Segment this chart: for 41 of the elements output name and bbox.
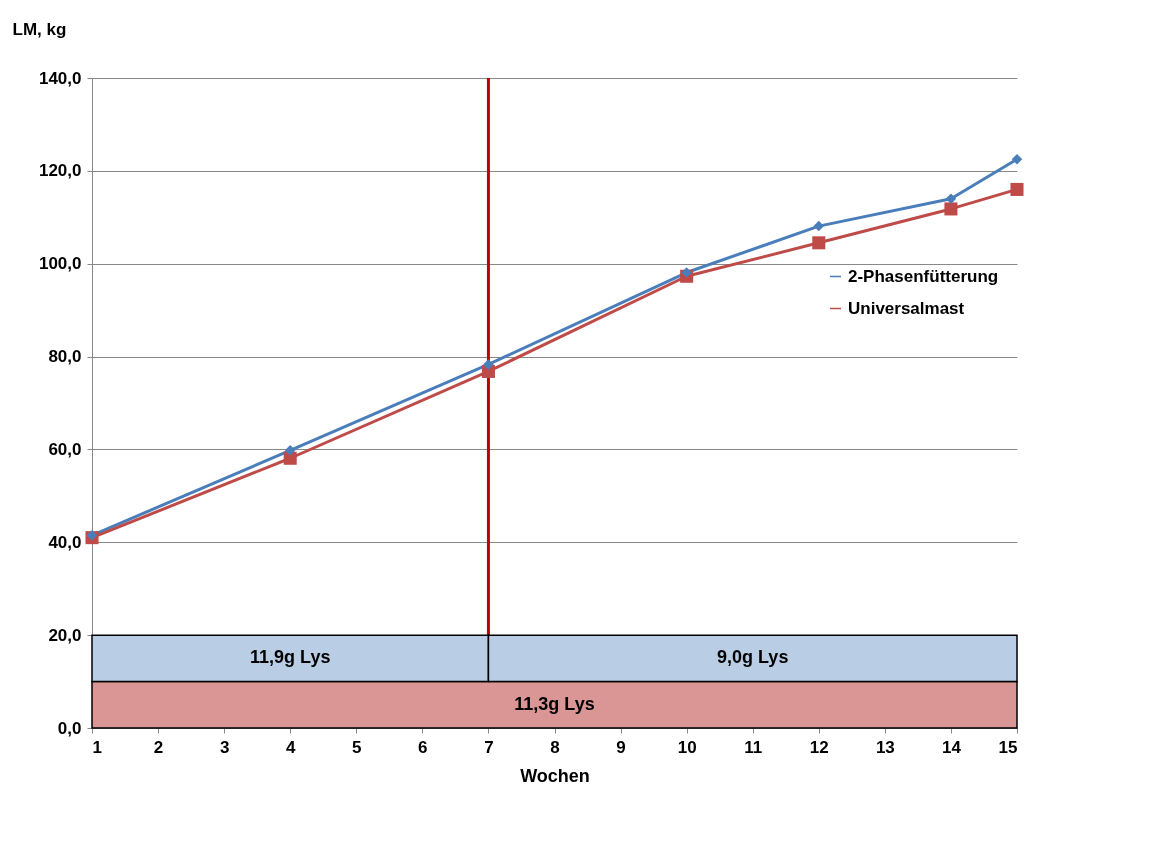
x-tick-label: 9 bbox=[616, 737, 626, 757]
x-tick-label: 8 bbox=[550, 737, 560, 757]
legend-label: 2-Phasenfütterung bbox=[848, 266, 999, 286]
x-tick-label: 5 bbox=[352, 737, 362, 757]
y-tick-label: 120,0 bbox=[38, 161, 82, 181]
legend-label: Universalmast bbox=[848, 298, 965, 318]
point bbox=[945, 193, 957, 204]
x-tick-label: 6 bbox=[418, 737, 428, 757]
point bbox=[1011, 154, 1023, 165]
y-tick-label: 20,0 bbox=[48, 625, 82, 645]
point bbox=[284, 445, 296, 456]
y-tick-label: 80,0 bbox=[48, 347, 82, 367]
point bbox=[813, 220, 825, 232]
y-tick-label: 100,0 bbox=[38, 254, 82, 274]
x-tick-label: 4 bbox=[285, 737, 296, 757]
band-label: 11,9g Lys bbox=[250, 647, 331, 668]
x-tick-label: 14 bbox=[941, 737, 962, 757]
x-tick-label: 7 bbox=[484, 737, 494, 757]
x-tick-label: 15 bbox=[998, 737, 1018, 757]
y-axis-title: LM, kg bbox=[12, 19, 67, 39]
point bbox=[1010, 182, 1024, 196]
y-tick-label: 140,0 bbox=[38, 68, 82, 88]
x-tick-label: 12 bbox=[809, 737, 829, 757]
x-tick-label: 1 bbox=[92, 737, 102, 757]
y-tick-label: 0,0 bbox=[57, 718, 82, 738]
point bbox=[812, 236, 826, 250]
point bbox=[483, 359, 494, 370]
y-tick-label: 60,0 bbox=[48, 439, 82, 459]
y-tick-label: 40,0 bbox=[48, 532, 82, 552]
point bbox=[681, 267, 692, 278]
x-tick-label: 11 bbox=[744, 737, 763, 757]
band-label: 11,3g Lys bbox=[514, 693, 595, 714]
point bbox=[86, 530, 98, 541]
point bbox=[283, 451, 297, 465]
x-tick-label: 13 bbox=[875, 737, 895, 757]
x-axis-title: Wochen bbox=[520, 765, 590, 786]
x-tick-label: 2 bbox=[153, 737, 164, 757]
band-label: 9,0g Lys bbox=[717, 647, 789, 668]
x-tick-label: 3 bbox=[219, 737, 230, 757]
point bbox=[944, 202, 958, 216]
x-tick-label: 10 bbox=[677, 737, 697, 757]
